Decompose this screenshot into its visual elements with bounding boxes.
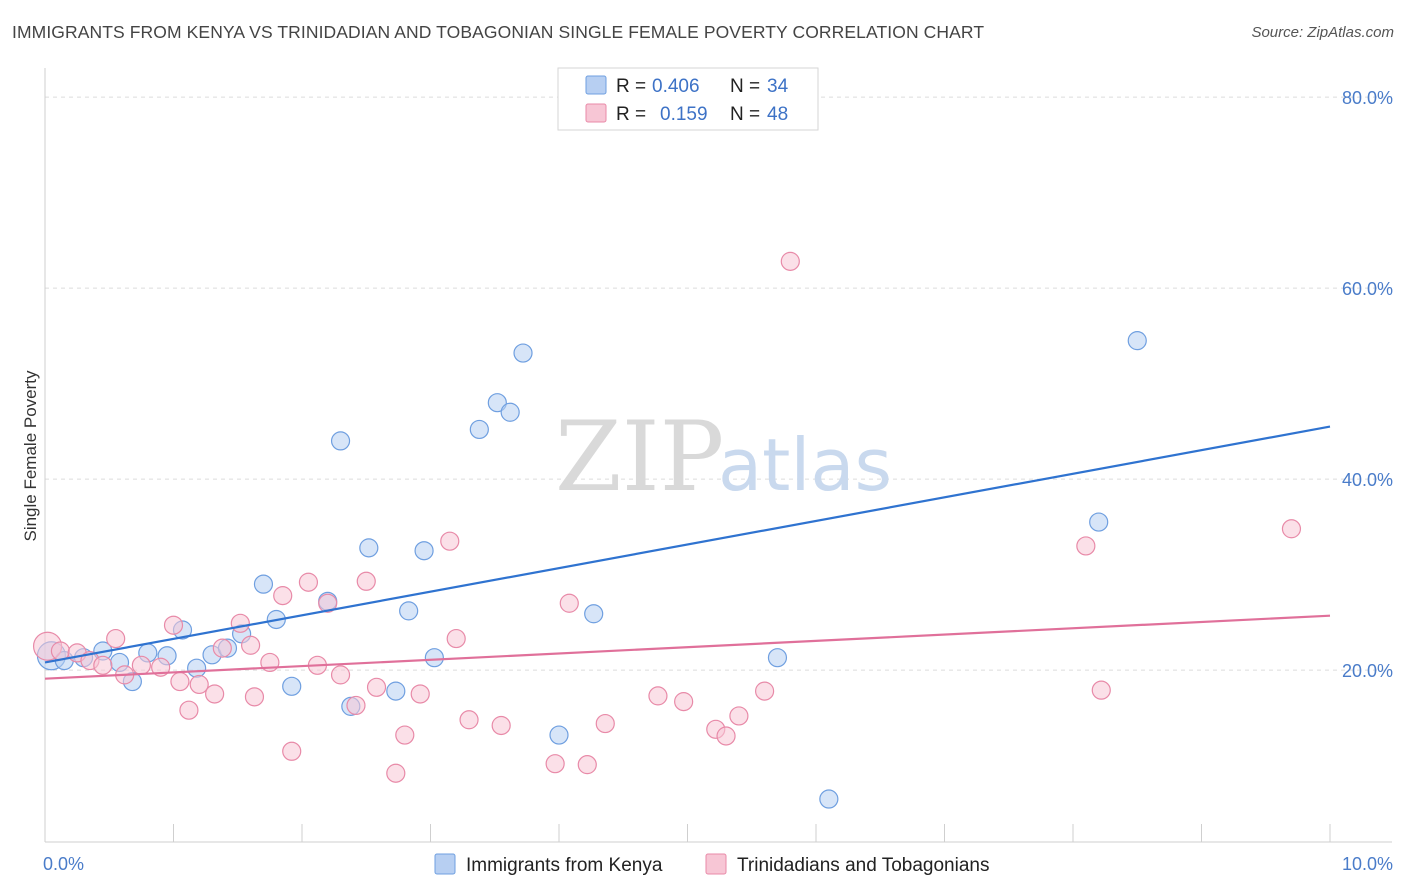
- point-series1-31: [440, 531, 460, 551]
- point-series0-27: [513, 343, 533, 363]
- point-series1-21: [298, 572, 319, 592]
- series-legend: Immigrants from Kenya Trinidadians and T…: [434, 853, 989, 876]
- legend-swatch-trinidad: [585, 103, 607, 123]
- point-series1-33: [459, 710, 479, 730]
- point-series0-24: [469, 419, 489, 440]
- data-points: [32, 251, 1302, 809]
- point-series0-33: [1127, 331, 1147, 351]
- trend-line-series0: [44, 425, 1331, 664]
- series-swatch-kenya: [434, 853, 456, 875]
- point-series0-26: [500, 402, 520, 422]
- trend-line-series1: [44, 614, 1331, 680]
- point-series0-19: [359, 538, 379, 558]
- point-series1-10: [170, 671, 190, 692]
- point-series1-12: [189, 674, 209, 695]
- point-series1-27: [366, 677, 387, 697]
- point-series0-9: [187, 658, 207, 678]
- point-series1-46: [1076, 536, 1096, 556]
- point-series0-23: [424, 648, 444, 668]
- point-series0-21: [399, 601, 419, 621]
- point-series0-25: [487, 393, 507, 413]
- point-series1-15: [230, 613, 250, 633]
- point-series1-36: [559, 593, 579, 613]
- point-series0-20: [386, 681, 406, 701]
- point-series1-23: [318, 593, 338, 613]
- legend-n-value-kenya: 34: [767, 76, 789, 97]
- point-series1-37: [577, 755, 597, 775]
- legend-n-label-kenya: N =: [730, 76, 760, 97]
- point-series0-29: [584, 604, 604, 624]
- point-series1-38: [595, 713, 615, 734]
- y-axis-label: Single Female Poverty: [21, 370, 40, 542]
- point-series1-29: [395, 725, 415, 745]
- y-tick-label-1: 40.0%: [1342, 470, 1393, 490]
- x-tick-label-1: 10.0%: [1342, 854, 1393, 874]
- point-series1-42: [716, 726, 736, 746]
- point-series1-43: [729, 706, 749, 726]
- point-series1-20: [282, 741, 302, 761]
- point-series1-45: [780, 251, 800, 271]
- x-tick-label-0: 0.0%: [43, 854, 84, 874]
- legend-n-value-trinidad: 48: [767, 104, 788, 125]
- watermark-atlas: atlas: [718, 423, 892, 507]
- point-series1-14: [212, 638, 232, 658]
- point-series1-16: [241, 635, 261, 655]
- series-swatch-trinidad: [705, 853, 727, 875]
- point-series1-9: [163, 615, 184, 635]
- point-series1-25: [346, 695, 366, 716]
- point-series1-26: [356, 571, 376, 591]
- trend-lines: [44, 425, 1331, 680]
- point-series1-17: [244, 687, 265, 707]
- gridlines: [45, 96, 1392, 671]
- point-series0-15: [282, 676, 302, 696]
- point-series0-13: [253, 574, 274, 594]
- y-tick-label-2: 60.0%: [1342, 279, 1393, 299]
- point-series1-19: [273, 586, 293, 606]
- point-series1-1: [50, 641, 71, 661]
- point-series1-32: [446, 628, 466, 649]
- point-series1-44: [754, 681, 775, 701]
- stats-legend: R = 0.406 N = 34 R = 0.159 N = 48: [557, 67, 819, 131]
- legend-n-label-trinidad: N =: [730, 104, 760, 125]
- source-label: Source: ZipAtlas.com: [1251, 24, 1394, 41]
- point-series1-28: [386, 763, 406, 783]
- point-series0-31: [819, 789, 839, 809]
- legend-swatch-kenya: [585, 75, 607, 95]
- point-series0-17: [330, 431, 351, 451]
- point-series0-22: [414, 541, 434, 561]
- point-series1-13: [205, 684, 225, 704]
- series-label-trinidad: Trinidadians and Tobagonians: [737, 855, 989, 876]
- axes: [44, 68, 1392, 843]
- y-tick-label-0: 20.0%: [1342, 661, 1393, 681]
- point-series1-47: [1091, 680, 1111, 700]
- point-series1-24: [330, 665, 351, 685]
- point-series1-11: [179, 700, 199, 720]
- point-series1-34: [491, 715, 511, 736]
- point-series1-30: [410, 684, 430, 704]
- point-series1-5: [106, 628, 126, 649]
- y-tick-label-3: 80.0%: [1342, 88, 1393, 108]
- point-series1-35: [545, 754, 565, 774]
- point-series1-40: [674, 692, 694, 712]
- y-tick-labels: 20.0% 40.0% 60.0% 80.0%: [1342, 88, 1393, 681]
- point-series1-7: [131, 655, 151, 675]
- series-label-kenya: Immigrants from Kenya: [466, 855, 663, 876]
- chart-title: IMMIGRANTS FROM KENYA VS TRINIDADIAN AND…: [12, 22, 985, 42]
- watermark-zip: ZIP: [555, 401, 724, 513]
- legend-r-value-kenya: 0.406: [652, 76, 700, 97]
- legend-r-value-trinidad: 0.159: [660, 104, 708, 125]
- point-series1-4: [93, 655, 113, 675]
- legend-r-label-kenya: R =: [616, 76, 646, 97]
- point-series0-30: [767, 648, 788, 668]
- point-series1-39: [648, 686, 668, 706]
- point-series0-32: [1089, 512, 1109, 532]
- point-series1-48: [1281, 519, 1302, 539]
- x-tick-labels: 0.0% 10.0%: [43, 854, 1393, 874]
- legend-r-label-trinidad: R =: [616, 104, 646, 125]
- point-series0-28: [549, 725, 569, 745]
